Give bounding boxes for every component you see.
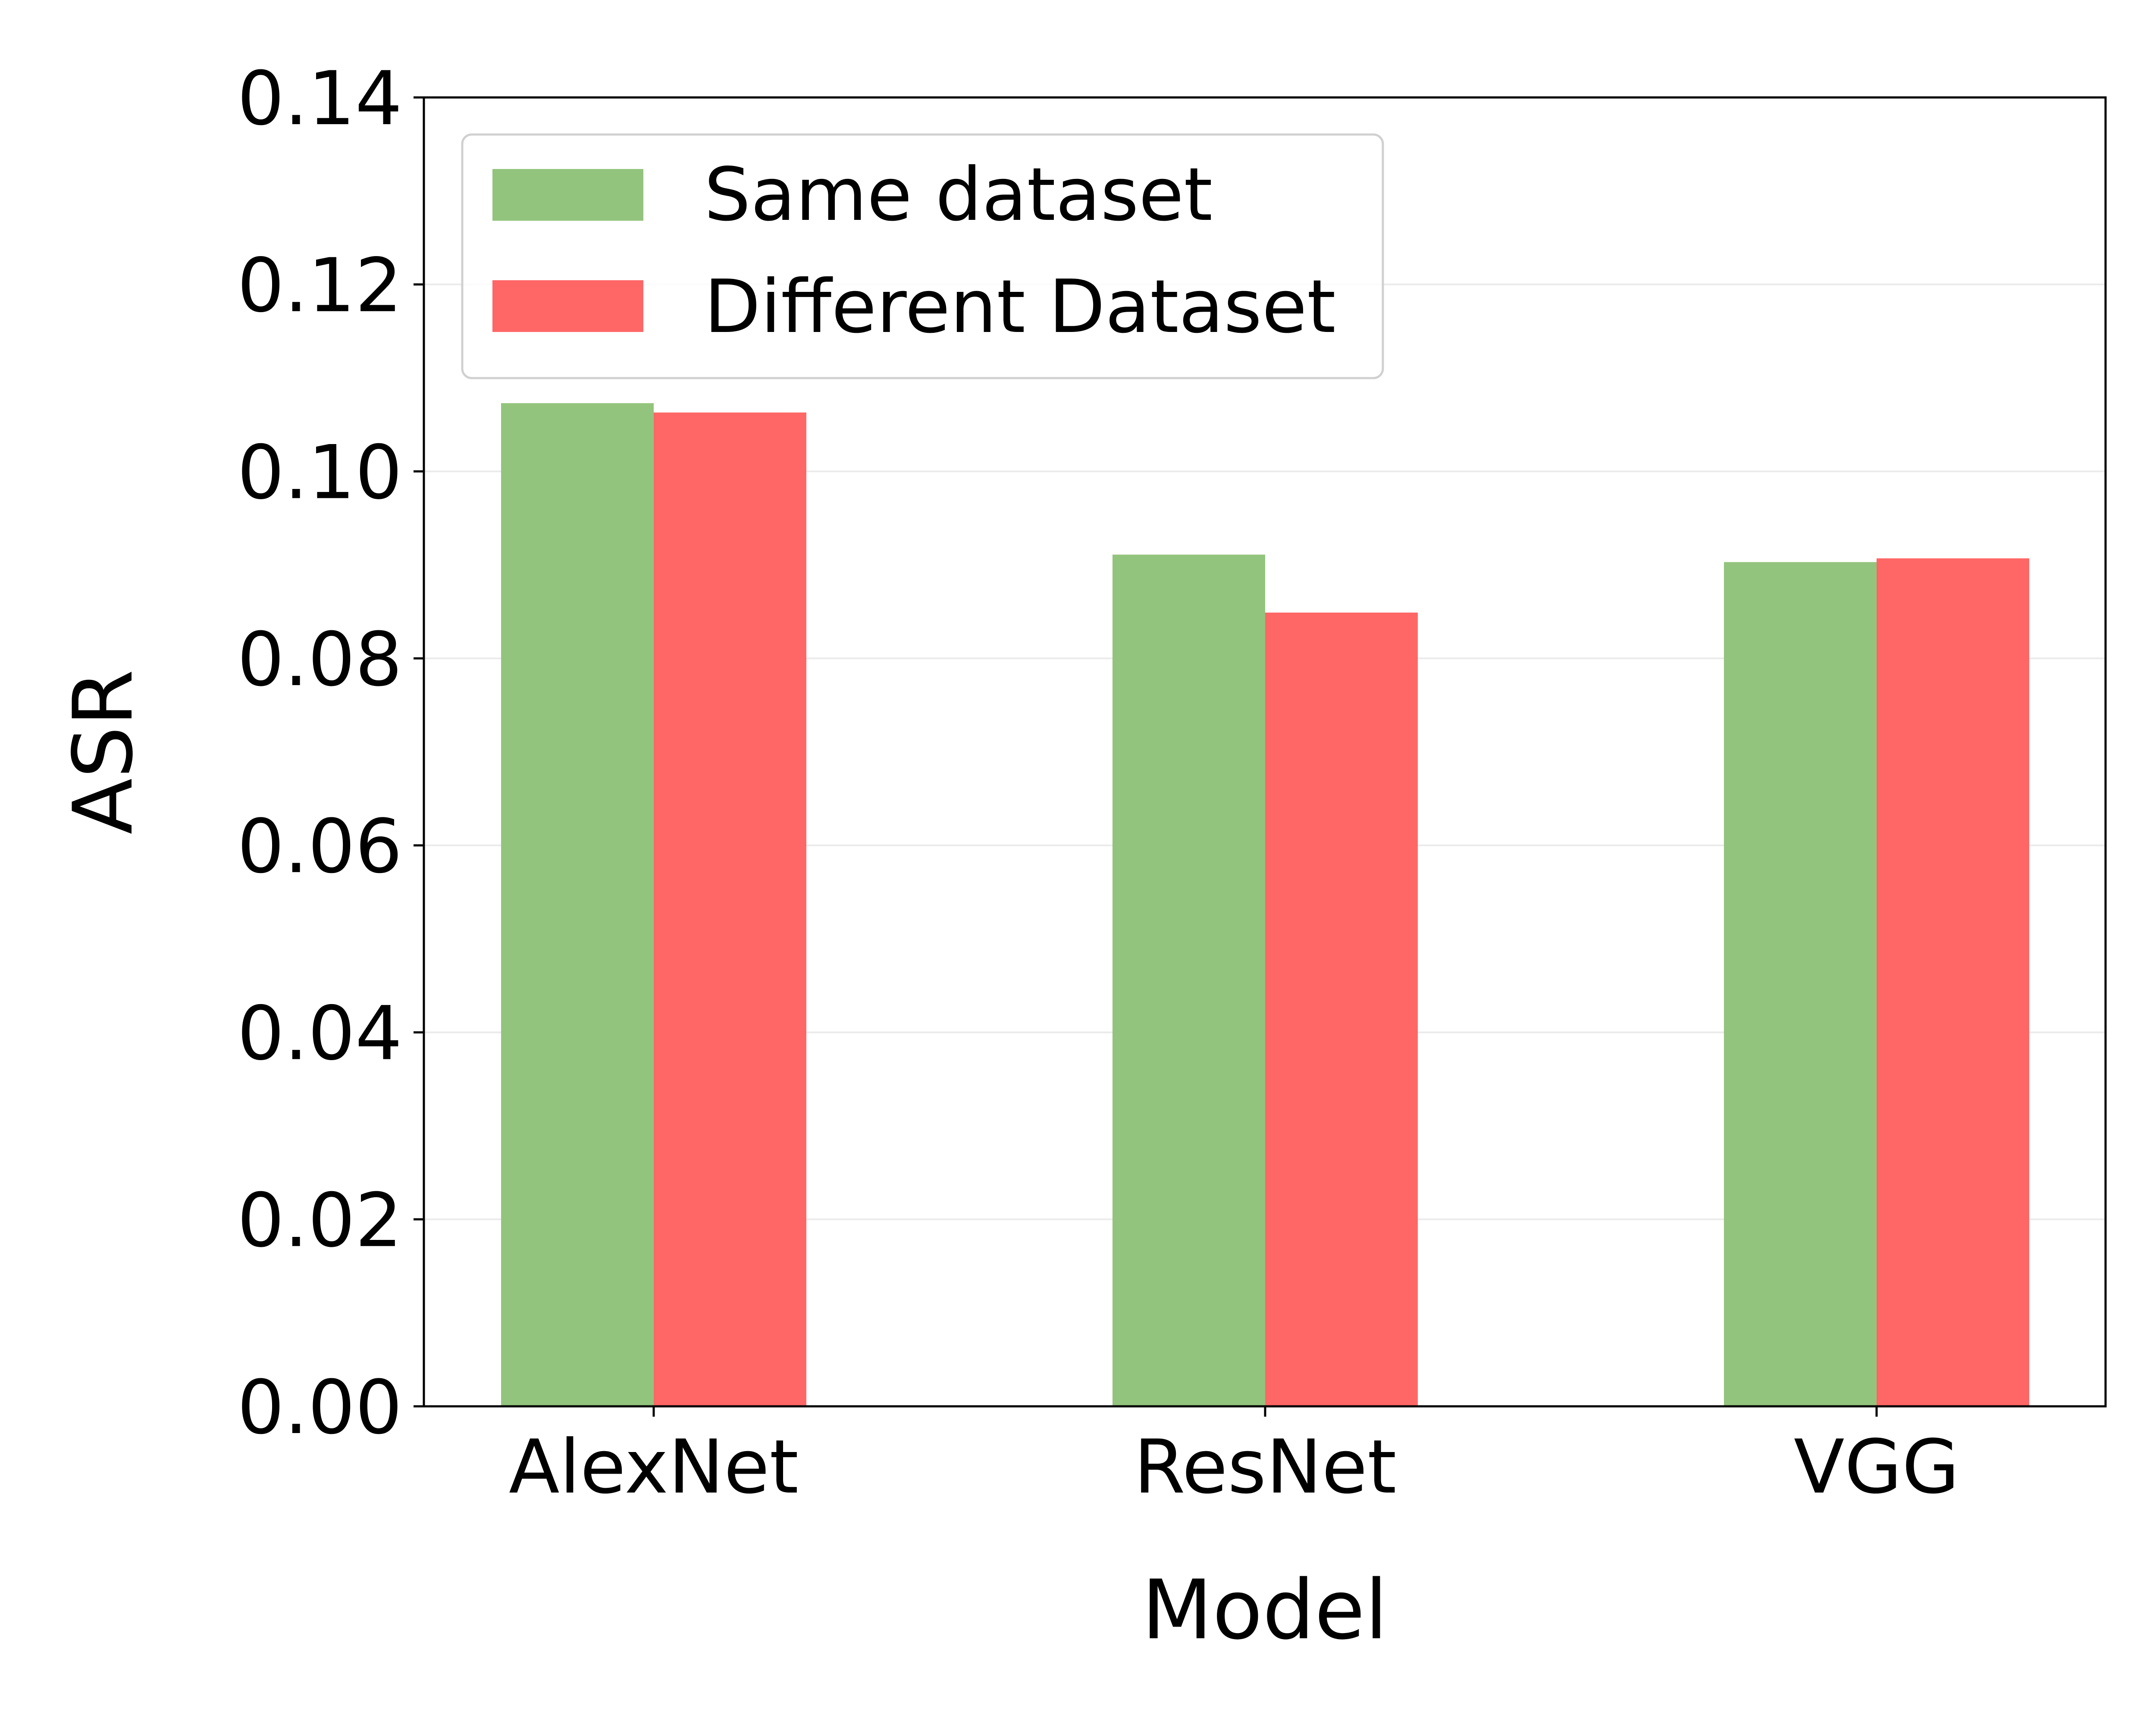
bar-resnet-same-dataset	[1112, 554, 1265, 1406]
y-axis-label: ASR	[56, 670, 151, 835]
x-tick-label-resnet: ResNet	[1134, 1424, 1396, 1510]
y-tick-label: 0.00	[237, 1364, 402, 1451]
y-tick-label: 0.12	[237, 242, 402, 329]
y-axis-ticks: 0.00 0.02 0.04 0.06 0.08 0.10 0.12 0.14	[237, 55, 424, 1451]
y-tick-label: 0.04	[237, 990, 402, 1077]
legend-label-same-dataset: Same dataset	[704, 152, 1213, 238]
y-tick-label: 0.14	[237, 55, 402, 142]
legend-swatch-same-dataset	[492, 169, 643, 221]
y-tick-label: 0.06	[237, 803, 402, 890]
bar-vgg-different-dataset	[1877, 558, 2029, 1406]
x-tick-label-alexnet: AlexNet	[509, 1424, 799, 1510]
y-tick-label: 0.02	[237, 1177, 402, 1264]
bar-alexnet-different-dataset	[654, 412, 806, 1406]
x-tick-label-vgg: VGG	[1794, 1424, 1959, 1510]
legend-swatch-different-dataset	[492, 280, 643, 332]
bar-vgg-same-dataset	[1724, 562, 1877, 1406]
legend: Same dataset Different Dataset	[461, 133, 1384, 379]
x-axis-ticks: AlexNet ResNet VGG	[509, 1406, 1959, 1510]
bar-alexnet-same-dataset	[501, 403, 654, 1407]
x-axis-label: Model	[1142, 1562, 1388, 1658]
y-tick-label: 0.08	[237, 616, 402, 703]
y-tick-label: 0.10	[237, 429, 402, 516]
bars	[501, 403, 2029, 1407]
bar-resnet-different-dataset	[1265, 612, 1418, 1406]
legend-frame	[461, 133, 1384, 379]
legend-label-different-dataset: Different Dataset	[704, 264, 1336, 350]
